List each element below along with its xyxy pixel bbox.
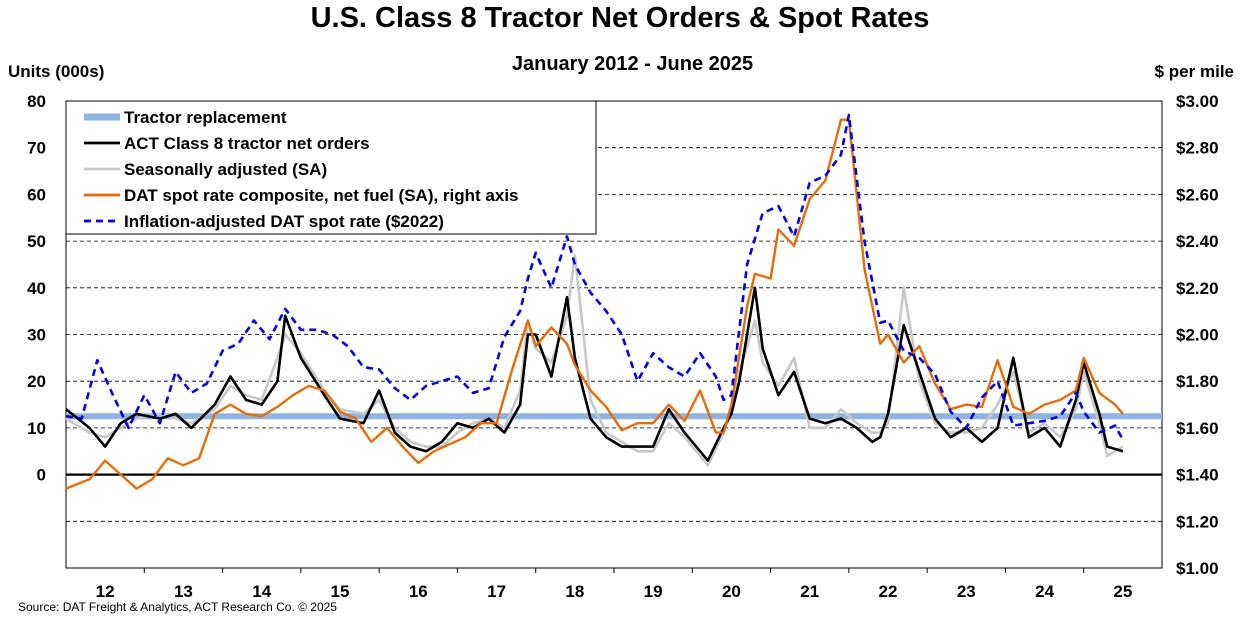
left-tick-label: 60 (27, 185, 46, 204)
left-tick-label: 70 (27, 139, 46, 158)
series-seasonally-adjusted (65, 253, 1124, 467)
legend-entry: Seasonally adjusted (SA) (124, 160, 327, 179)
legend: Tractor replacement ACT Class 8 tractor n… (65, 100, 597, 235)
x-tick-label: 24 (1035, 582, 1054, 601)
x-tick-label: 12 (96, 582, 115, 601)
left-tick-label: 50 (27, 232, 46, 251)
right-tick-label: $1.40 (1176, 466, 1219, 485)
legend-entry: ACT Class 8 tractor net orders (124, 134, 370, 153)
legend-entry: DAT spot rate composite, net fuel (SA), … (124, 186, 519, 205)
legend-entry: Tractor replacement (124, 108, 287, 127)
chart-subtitle: January 2012 - June 2025 (511, 53, 754, 75)
series-net-orders (65, 286, 1124, 462)
right-axis-label: $ per mile (1154, 62, 1234, 81)
right-tick-label: $1.00 (1176, 559, 1219, 578)
right-tick-label: $1.80 (1176, 372, 1219, 391)
x-tick-label: 21 (800, 582, 819, 601)
x-tick-label: 22 (879, 582, 898, 601)
chart-title: U.S. Class 8 Tractor Net Orders & Spot R… (310, 2, 930, 34)
x-tick-label: 13 (174, 582, 193, 601)
right-tick-label: $2.40 (1176, 232, 1219, 251)
x-tick-label: 19 (644, 582, 663, 601)
left-tick-label: 10 (27, 419, 46, 438)
left-tick-label: 80 (27, 92, 46, 111)
legend-box (65, 100, 597, 235)
series-inflation-adjusted (65, 113, 1125, 441)
left-tick-label: 0 (37, 466, 46, 485)
right-tick-label: $2.00 (1176, 326, 1219, 345)
series-layer (65, 113, 1162, 490)
legend-entry: Inflation-adjusted DAT spot rate ($2022) (124, 212, 444, 231)
left-tick-label: 30 (27, 326, 46, 345)
right-tick-label: $1.20 (1176, 512, 1219, 531)
right-tick-label: $1.60 (1176, 419, 1219, 438)
x-tick-label: 23 (957, 582, 976, 601)
x-tick-label: 18 (565, 582, 584, 601)
x-tick-label: 17 (487, 582, 506, 601)
axis-ticks: 80 70 60 50 40 30 20 10 0 $3.00 $2.80 $2.60 $2.40 $2.… (27, 92, 1218, 601)
x-tick-label: 16 (409, 582, 428, 601)
right-tick-label: $2.60 (1176, 185, 1219, 204)
left-tick-label: 40 (27, 279, 46, 298)
source-note: Source: DAT Freight & Analytics, ACT Res… (18, 600, 337, 614)
right-tick-label: $2.80 (1176, 139, 1219, 158)
right-tick-label: $2.20 (1176, 279, 1219, 298)
x-tick-label: 25 (1113, 582, 1132, 601)
left-tick-label: 20 (27, 372, 46, 391)
x-tick-label: 14 (252, 582, 271, 601)
x-tick-label: 20 (722, 582, 741, 601)
left-axis-label: Units (000s) (8, 62, 105, 81)
x-tick-label: 15 (331, 582, 350, 601)
right-tick-label: $3.00 (1176, 92, 1219, 111)
